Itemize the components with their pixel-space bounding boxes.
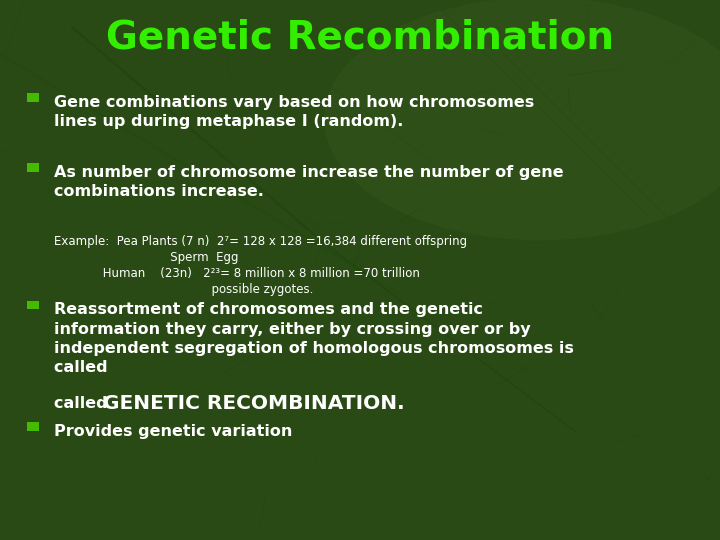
Text: Provides genetic variation: Provides genetic variation (54, 424, 292, 439)
Text: Gene combinations vary based on how chromosomes
lines up during metaphase I (ran: Gene combinations vary based on how chro… (54, 94, 534, 129)
Text: Example:  Pea Plants (7 n)  2⁷= 128 x 128 =16,384 different offspring
          : Example: Pea Plants (7 n) 2⁷= 128 x 128 … (54, 235, 467, 296)
FancyBboxPatch shape (27, 163, 39, 172)
Text: called: called (54, 396, 113, 411)
Text: GENETIC RECOMBINATION.: GENETIC RECOMBINATION. (103, 394, 405, 413)
FancyBboxPatch shape (27, 93, 39, 102)
Text: Genetic Recombination: Genetic Recombination (106, 19, 614, 57)
Text: Reassortment of chromosomes and the genetic
information they carry, either by cr: Reassortment of chromosomes and the gene… (54, 302, 574, 375)
FancyBboxPatch shape (27, 301, 39, 309)
Ellipse shape (324, 0, 720, 240)
FancyBboxPatch shape (27, 422, 39, 431)
Text: As number of chromosome increase the number of gene
combinations increase.: As number of chromosome increase the num… (54, 165, 564, 199)
